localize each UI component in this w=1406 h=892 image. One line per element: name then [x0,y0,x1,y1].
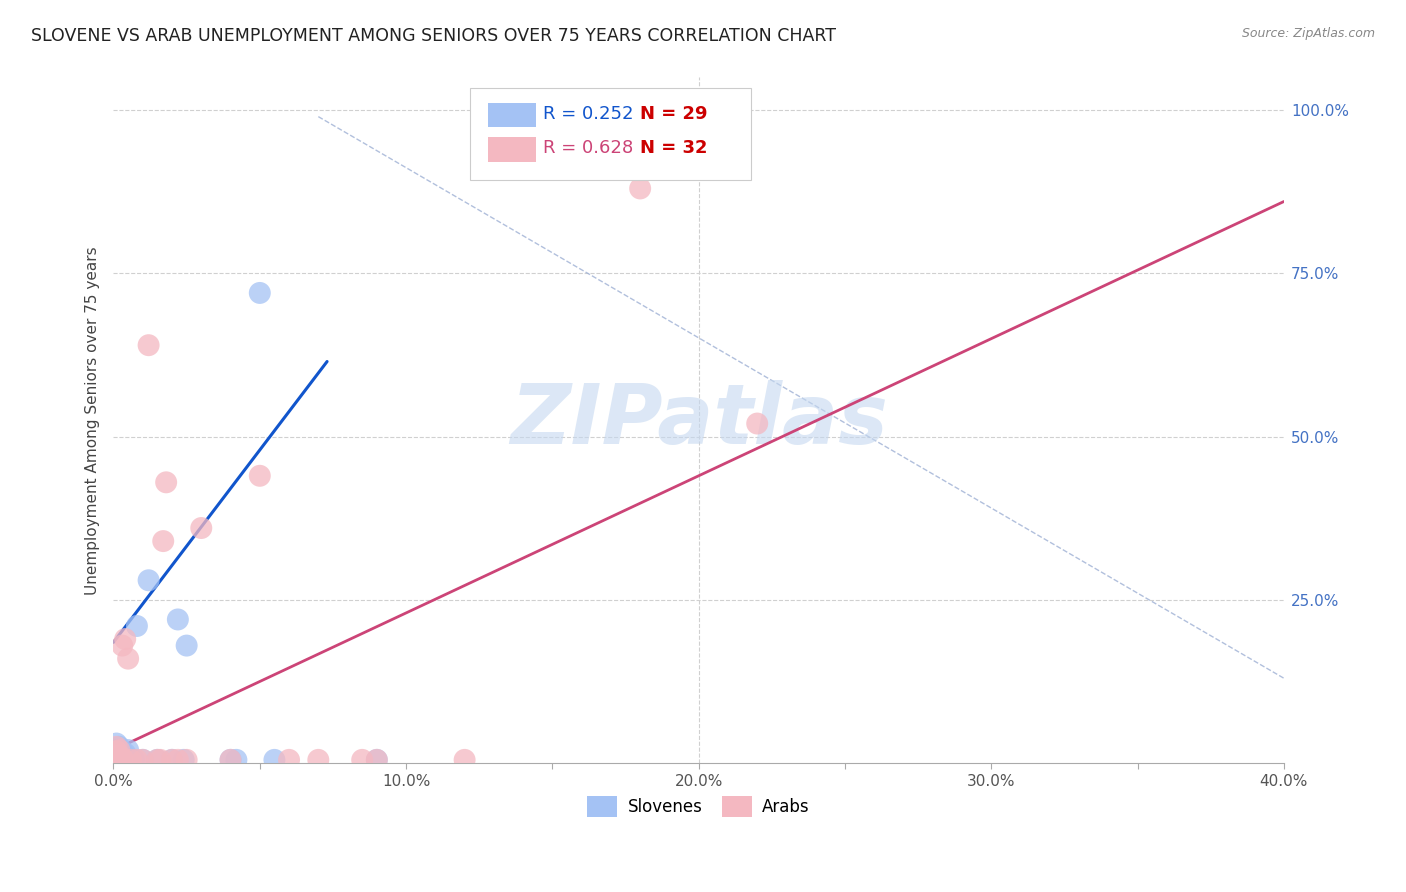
Point [111,639,134,653]
Point [167,612,190,626]
Point [278,753,301,767]
FancyBboxPatch shape [471,87,751,180]
Point [146,753,169,767]
Point [125,619,148,633]
Point [628,181,651,195]
Point [105,749,128,764]
Point [366,753,388,767]
Point [219,753,242,767]
Legend: Slovenes, Arabs: Slovenes, Arabs [581,789,817,823]
Point [120,753,142,767]
Point [132,753,155,767]
Point [108,753,131,767]
Point [111,744,134,758]
Point [219,753,242,767]
Point [122,753,145,767]
Point [117,651,139,665]
Point [453,753,475,767]
Point [111,751,134,765]
Point [155,475,177,490]
Point [108,753,131,767]
Point [352,753,374,767]
Point [249,468,271,483]
Point [249,285,271,300]
Text: N = 32: N = 32 [640,139,707,157]
Point [105,744,128,758]
Point [117,753,139,767]
Point [108,747,131,761]
Point [108,748,131,763]
Point [225,753,247,767]
Point [105,753,128,767]
Text: SLOVENE VS ARAB UNEMPLOYMENT AMONG SENIORS OVER 75 YEARS CORRELATION CHART: SLOVENE VS ARAB UNEMPLOYMENT AMONG SENIO… [31,27,837,45]
Text: R = 0.628: R = 0.628 [543,139,633,157]
Point [307,753,329,767]
Point [125,753,148,767]
Point [190,521,212,535]
Point [105,743,128,757]
Point [160,753,183,767]
Point [105,753,128,767]
Text: Source: ZipAtlas.com: Source: ZipAtlas.com [1241,27,1375,40]
Text: ZIPatlas: ZIPatlas [510,380,887,461]
Point [117,743,139,757]
Text: N = 29: N = 29 [640,104,707,123]
Point [263,753,285,767]
Point [114,747,136,761]
Point [146,753,169,767]
Y-axis label: Unemployment Among Seniors over 75 years: Unemployment Among Seniors over 75 years [86,246,100,595]
Point [114,751,136,765]
Point [167,753,190,767]
Point [173,753,195,767]
Point [108,749,131,764]
FancyBboxPatch shape [488,103,536,128]
Point [152,534,174,549]
Point [105,749,128,764]
Point [176,639,198,653]
Point [366,753,388,767]
Point [108,743,131,757]
Point [176,753,198,767]
Text: R = 0.252: R = 0.252 [543,104,634,123]
Point [160,753,183,767]
Point [105,737,128,751]
Point [149,753,172,767]
Point [111,749,134,764]
Point [111,753,134,767]
Point [105,739,128,754]
Point [138,338,160,352]
Point [108,739,131,754]
Point [114,632,136,646]
Point [132,753,155,767]
Point [747,417,769,431]
Point [138,574,160,588]
FancyBboxPatch shape [488,137,536,161]
